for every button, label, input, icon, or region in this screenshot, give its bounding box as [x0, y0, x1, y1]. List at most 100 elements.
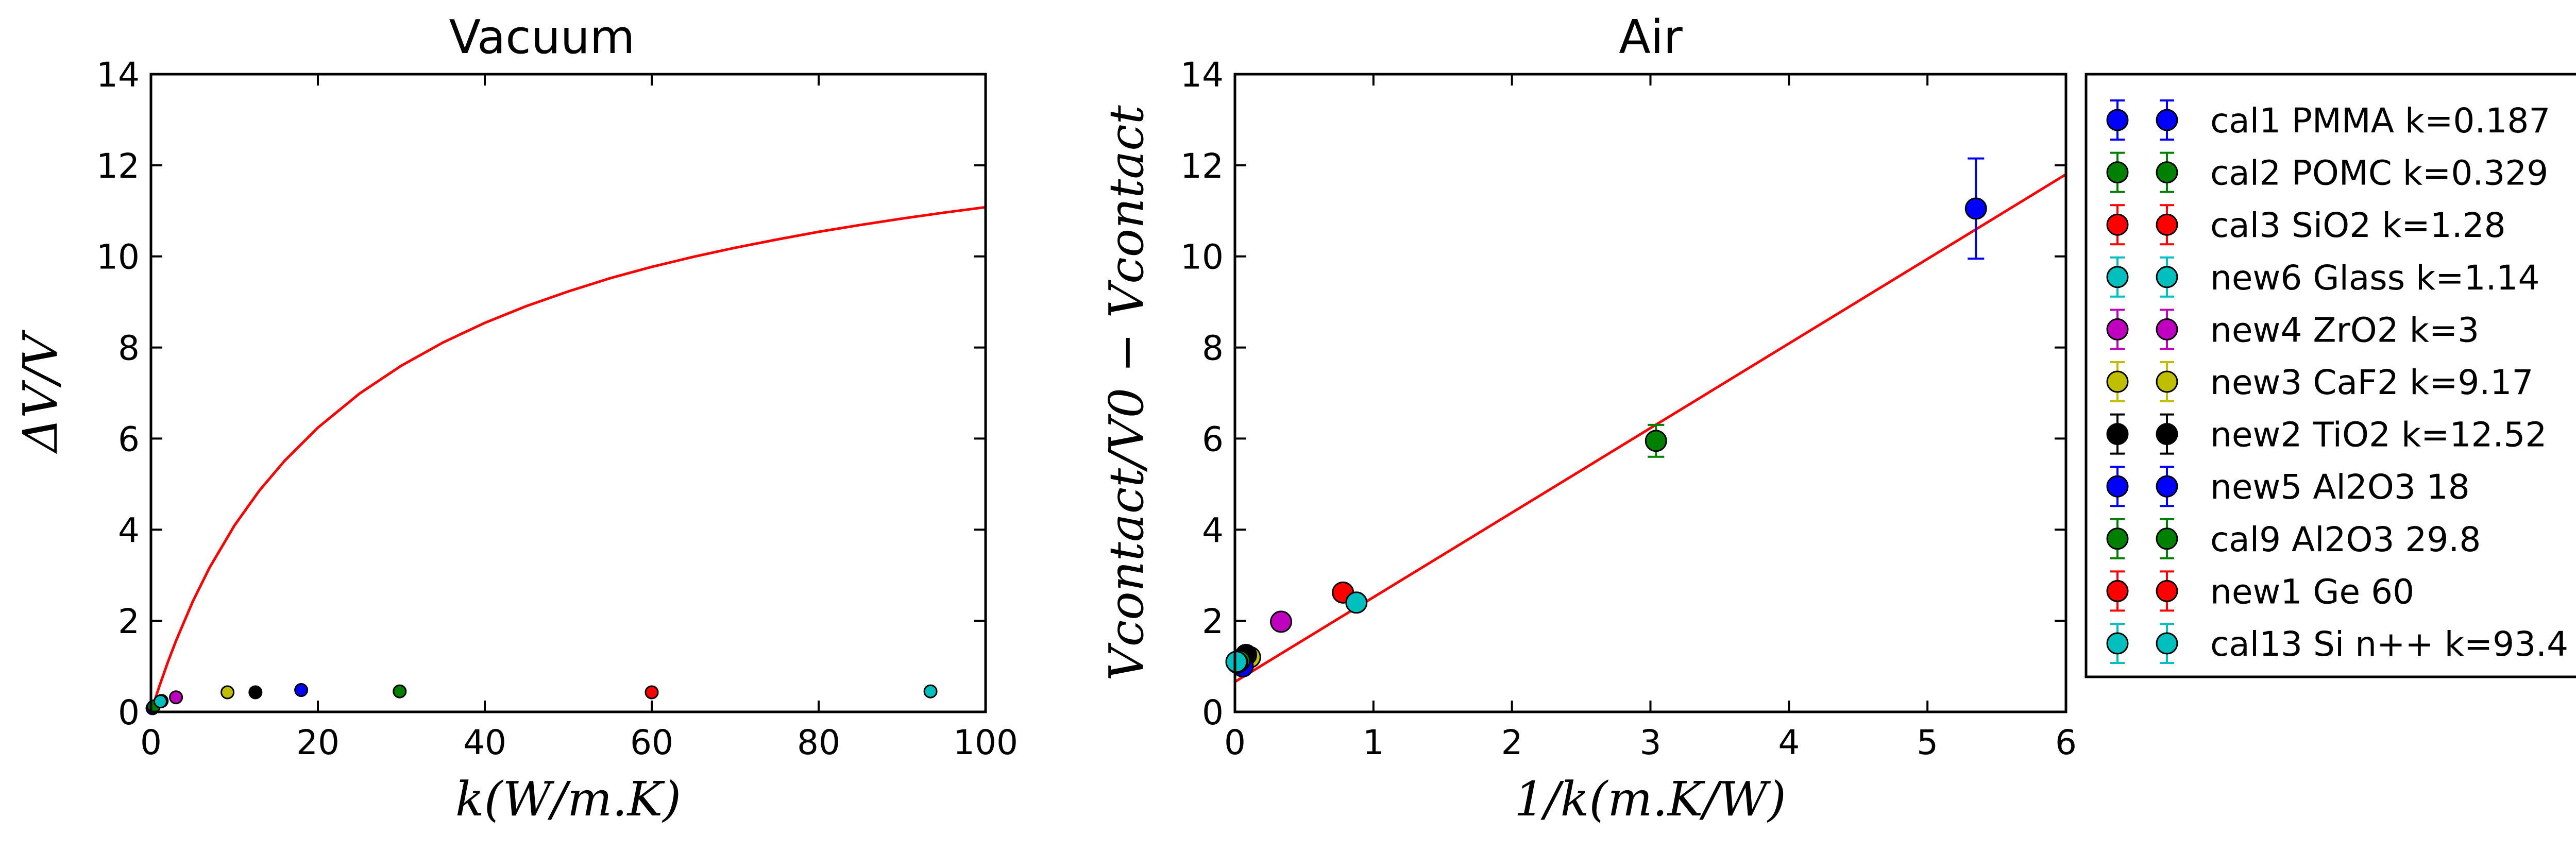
y-tick-label: 2 — [1202, 602, 1224, 641]
air-plot-frame — [1233, 73, 2067, 713]
data-point — [169, 690, 183, 705]
legend-marker — [2156, 527, 2178, 550]
legend-entry: new1 Ge 60 — [2106, 570, 2414, 612]
y-tick-label: 6 — [118, 419, 140, 459]
y-tick-label: 4 — [1202, 510, 1224, 550]
x-tick-label: 6 — [2055, 723, 2077, 762]
legend-label: cal2 POMC k=0.329 — [2210, 154, 2548, 193]
vacuum-data-points — [145, 683, 938, 715]
legend-entry: new5 Al2O3 18 — [2106, 466, 2470, 507]
data-point — [221, 685, 235, 700]
legend-marker — [2106, 475, 2129, 498]
legend-entry: cal2 POMC k=0.329 — [2106, 151, 2548, 193]
y-tick-label: 10 — [1180, 237, 1224, 277]
air-title: Air — [1619, 10, 1683, 64]
legend-marker — [2156, 475, 2178, 498]
fit-line — [1234, 173, 2067, 683]
legend-entry: cal13 Si n++ k=93.4 — [2106, 623, 2568, 664]
data-point — [1964, 197, 1987, 220]
vacuum-fit-curve — [149, 206, 986, 712]
y-tick-label: 14 — [1180, 55, 1224, 95]
legend-marker — [2156, 318, 2178, 340]
legend-entry: cal1 PMMA k=0.187 — [2106, 99, 2550, 141]
air-data-points — [1225, 157, 1987, 678]
legend-label: cal3 SiO2 k=1.28 — [2210, 206, 2506, 245]
x-tick-label: 0 — [1224, 723, 1246, 762]
legend-marker — [2106, 161, 2129, 184]
legend-marker — [2156, 161, 2178, 184]
legend-marker — [2106, 213, 2129, 236]
y-tick-label: 12 — [1180, 146, 1224, 186]
legend-entry: cal9 Al2O3 29.8 — [2106, 518, 2481, 559]
legend-entry: cal3 SiO2 k=1.28 — [2106, 204, 2506, 246]
legend-marker — [2156, 266, 2178, 288]
legend-marker — [2106, 423, 2129, 446]
legend-marker — [2106, 632, 2129, 655]
legend-label: new3 CaF2 k=9.17 — [2210, 363, 2533, 402]
x-tick-label: 2 — [1501, 723, 1523, 762]
legend-marker — [2106, 266, 2129, 288]
legend-label: new4 ZrO2 k=3 — [2210, 310, 2479, 350]
y-tick-label: 2 — [118, 602, 140, 641]
legend-entry: new4 ZrO2 k=3 — [2106, 309, 2479, 350]
air-y-axis-label: Vcontact/V0 − Vcontact — [1099, 105, 1154, 680]
y-tick-label: 14 — [96, 55, 140, 95]
fit-line — [149, 206, 986, 712]
x-tick-label: 80 — [797, 723, 840, 762]
air-legend: cal1 PMMA k=0.187 cal2 POMC k=0.329 cal3 S… — [2084, 73, 2576, 678]
y-tick-label: 0 — [118, 693, 140, 732]
x-tick-label: 40 — [463, 723, 506, 762]
legend-marker — [2156, 632, 2178, 655]
legend-label: new5 Al2O3 18 — [2210, 467, 2470, 507]
data-point — [294, 683, 309, 697]
data-point — [248, 685, 263, 700]
data-point — [1345, 591, 1368, 614]
air-fit-line — [1234, 173, 2067, 683]
x-tick-label: 1 — [1363, 723, 1384, 762]
legend-entry: new3 CaF2 k=9.17 — [2106, 361, 2533, 402]
air-x-axis-label: 1/k(m.K/W) — [1514, 772, 1786, 827]
legend-marker — [2106, 527, 2129, 550]
legend-marker — [2156, 213, 2178, 236]
legend-entry: new2 TiO2 k=12.52 — [2106, 413, 2547, 455]
vacuum-plot-frame — [149, 73, 987, 713]
vacuum-title: Vacuum — [449, 10, 635, 64]
legend-marker — [2156, 423, 2178, 446]
x-tick-label: 100 — [953, 723, 1018, 762]
vacuum-y-axis-label: ΔV/V — [13, 329, 68, 454]
x-tick-label: 0 — [140, 723, 162, 762]
legend-label: new1 Ge 60 — [2210, 572, 2414, 611]
data-point — [1225, 651, 1248, 673]
data-point — [153, 694, 167, 709]
x-tick-label: 3 — [1640, 723, 1662, 762]
legend-marker — [2106, 109, 2129, 131]
data-point — [393, 684, 407, 698]
legend-marker — [2106, 318, 2129, 340]
y-tick-label: 4 — [118, 510, 140, 550]
data-point — [923, 684, 938, 698]
legend-marker — [2106, 580, 2129, 602]
x-tick-label: 20 — [296, 723, 340, 762]
legend-label: cal9 Al2O3 29.8 — [2210, 520, 2481, 559]
x-tick-label: 4 — [1778, 723, 1800, 762]
legend-marker — [2156, 580, 2178, 602]
data-point — [645, 685, 659, 700]
y-tick-label: 10 — [96, 237, 140, 277]
legend-marker — [2106, 370, 2129, 393]
legend-label: new6 Glass k=1.14 — [2210, 258, 2540, 298]
legend-marker — [2156, 109, 2178, 131]
y-tick-label: 0 — [1202, 693, 1224, 732]
x-tick-label: 60 — [630, 723, 673, 762]
legend-entry: new6 Glass k=1.14 — [2106, 256, 2540, 298]
legend-label: cal13 Si n++ k=93.4 — [2210, 624, 2568, 664]
data-point — [1270, 610, 1293, 633]
data-point — [1645, 430, 1667, 452]
vacuum-axis-ticks: 0 20 40 60 80 100 0 2 4 6 8 10 12 14 — [96, 55, 1018, 762]
legend-label: new2 TiO2 k=12.52 — [2210, 415, 2547, 455]
x-tick-label: 5 — [1917, 723, 1938, 762]
y-tick-label: 12 — [96, 146, 140, 186]
